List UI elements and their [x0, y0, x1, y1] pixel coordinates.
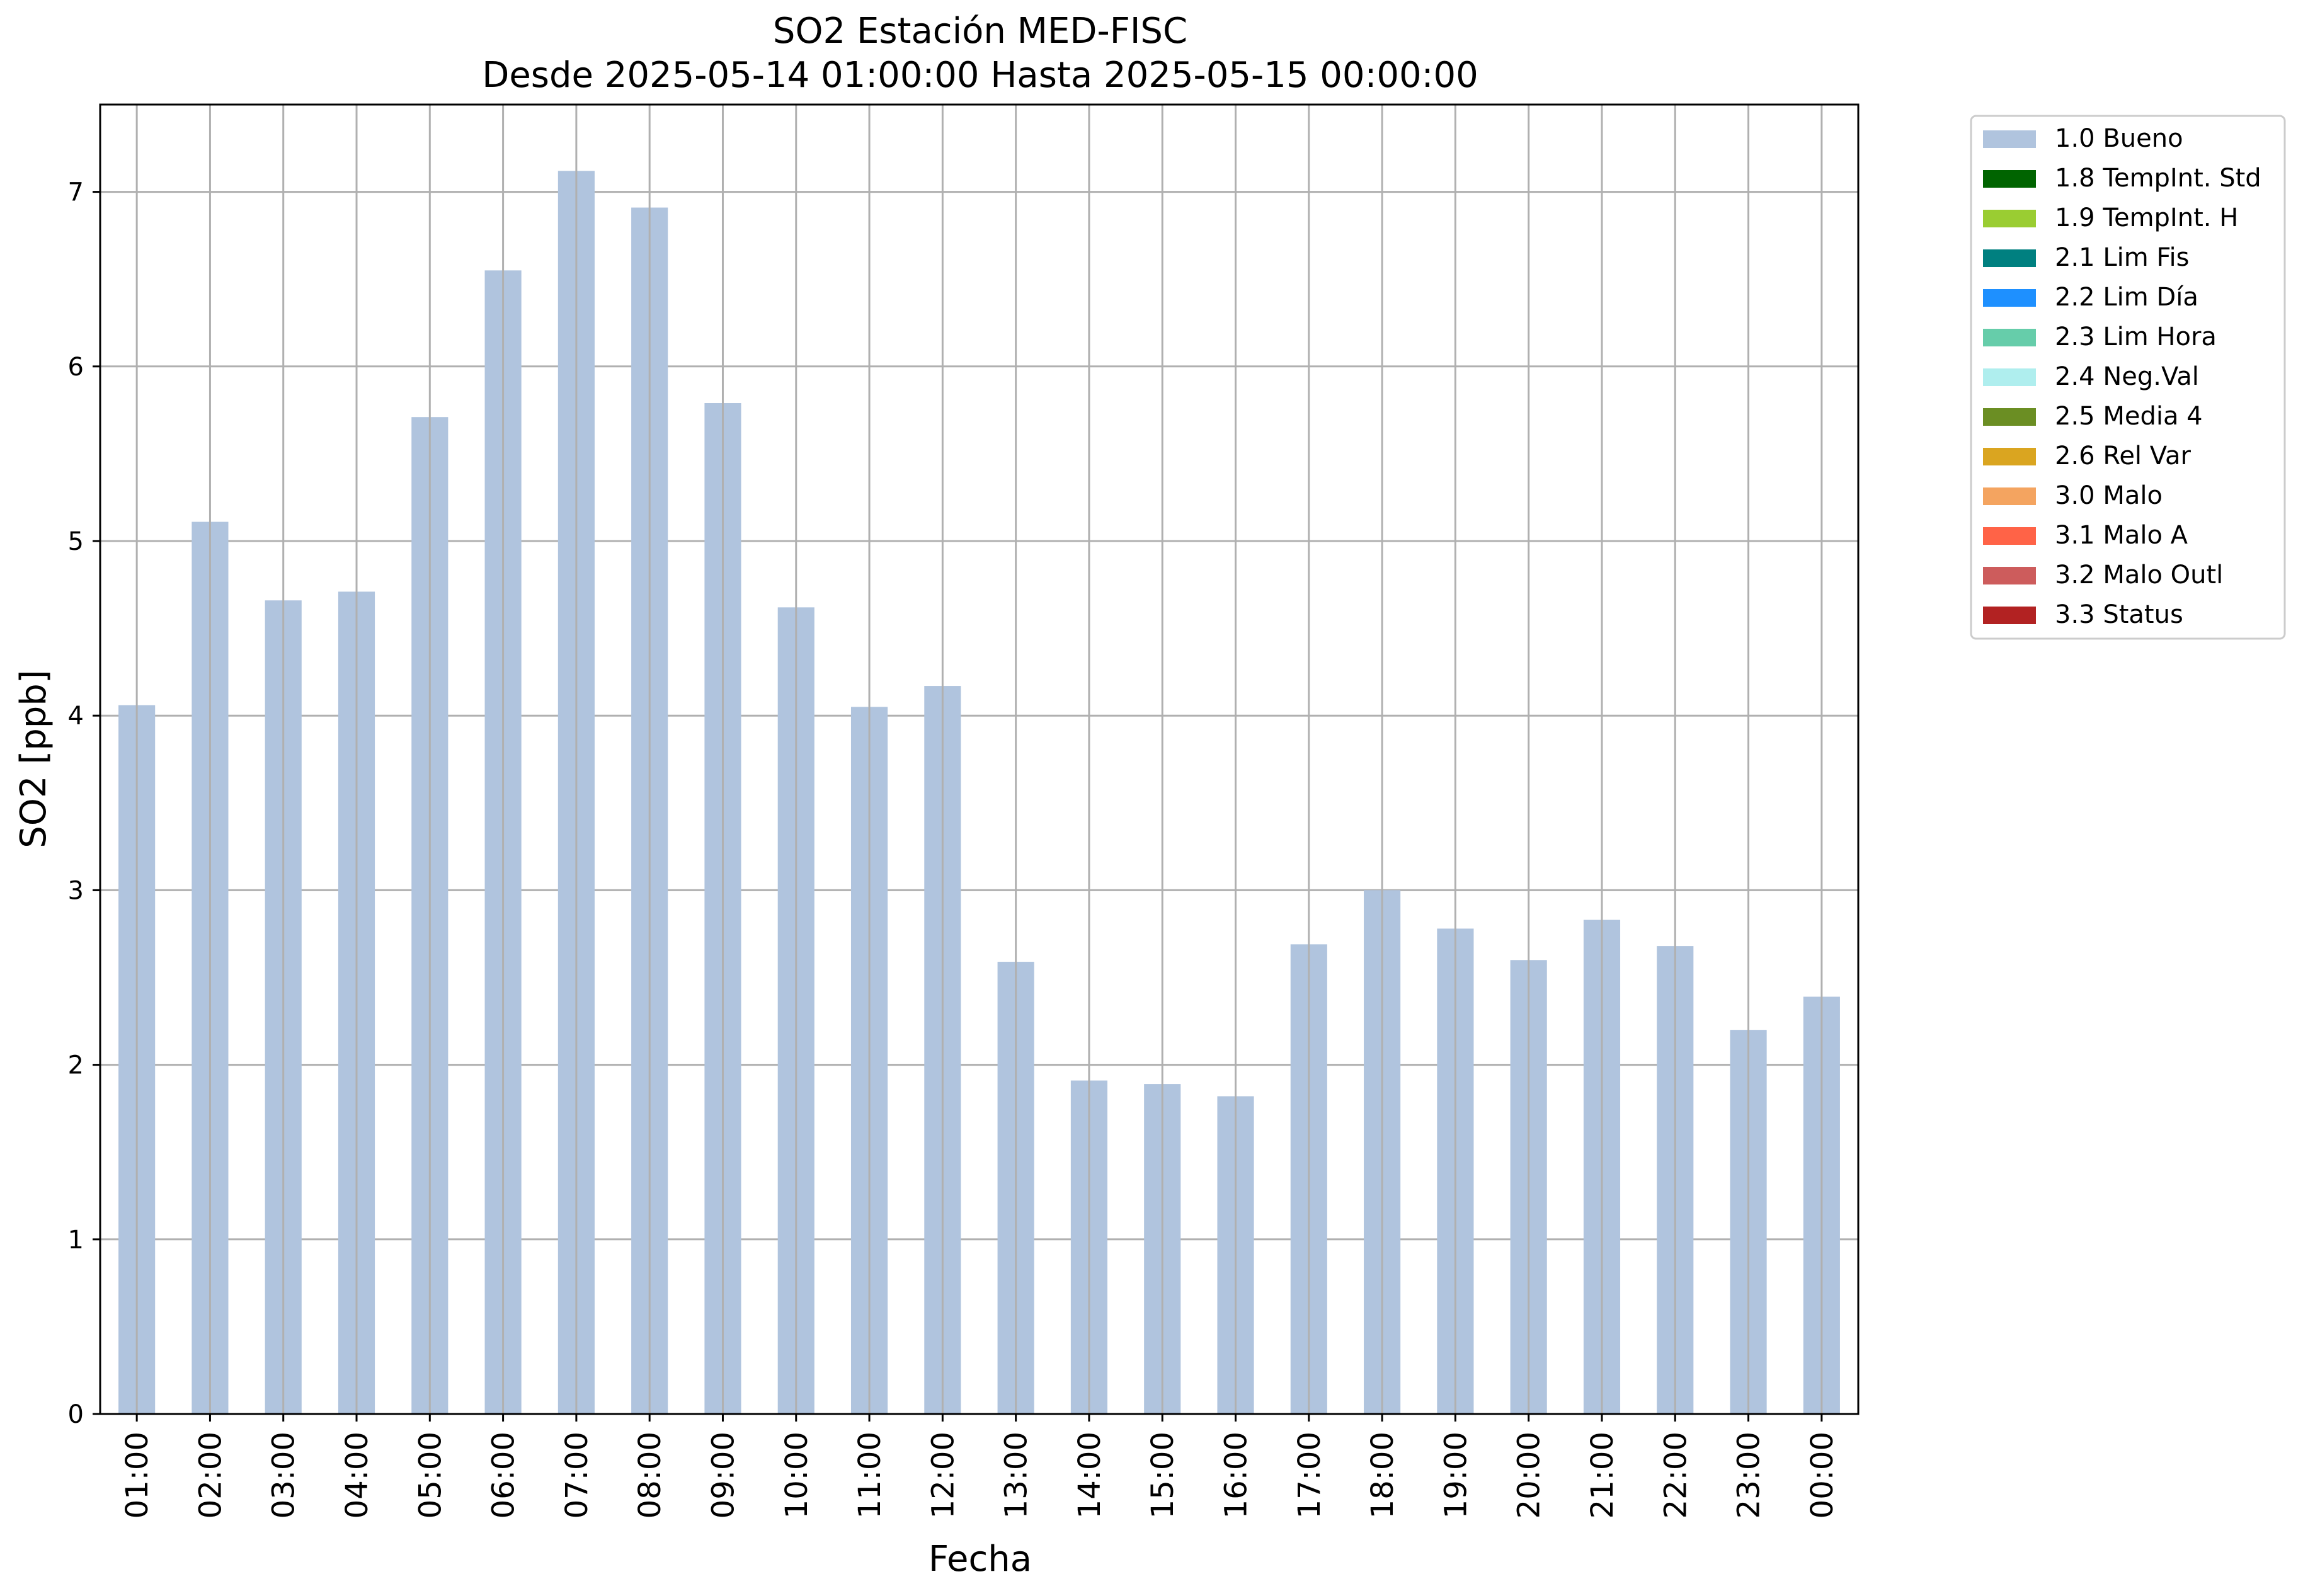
x-tick-label: 08:00	[632, 1432, 668, 1519]
legend-label: 1.9 TempInt. H	[2055, 203, 2238, 232]
legend-label: 2.3 Lim Hora	[2055, 322, 2217, 351]
legend-swatch	[1983, 408, 2036, 426]
legend-label: 3.0 Malo	[2055, 481, 2163, 510]
y-tick-label: 3	[68, 876, 84, 905]
legend-label: 2.5 Media 4	[2055, 402, 2203, 431]
legend-label: 2.4 Neg.Val	[2055, 362, 2199, 391]
x-tick-label: 21:00	[1585, 1432, 1620, 1519]
legend-swatch	[1983, 368, 2036, 386]
legend-label: 3.3 Status	[2055, 600, 2183, 629]
x-tick-label: 10:00	[779, 1432, 814, 1519]
x-tick-label: 19:00	[1438, 1432, 1473, 1519]
x-tick-label: 00:00	[1805, 1432, 1840, 1519]
x-tick-label: 02:00	[193, 1432, 228, 1519]
x-tick-label: 17:00	[1292, 1432, 1327, 1519]
x-tick-label: 16:00	[1219, 1432, 1254, 1519]
legend-label: 2.2 Lim Día	[2055, 283, 2198, 312]
chart-title-line1: SO2 Estación MED-FISC	[773, 11, 1187, 52]
y-tick-label: 1	[68, 1226, 84, 1255]
x-tick-label: 18:00	[1365, 1432, 1400, 1519]
y-tick-label: 2	[68, 1051, 84, 1080]
legend-label: 1.0 Bueno	[2055, 124, 2183, 153]
legend-swatch	[1983, 130, 2036, 148]
legend-label: 3.1 Malo A	[2055, 521, 2188, 550]
y-tick-label: 7	[68, 178, 84, 207]
legend-swatch	[1983, 329, 2036, 346]
x-tick-label: 20:00	[1512, 1432, 1547, 1519]
y-tick-label: 5	[68, 527, 84, 556]
x-tick-label: 01:00	[120, 1432, 155, 1519]
y-tick-label: 6	[68, 353, 84, 382]
bars	[118, 171, 1840, 1415]
legend: 1.0 Bueno 1.8 TempInt. Std 1.9 TempInt. H 2…	[1970, 115, 2286, 640]
plot-frame	[99, 103, 1860, 1415]
legend-label: 3.2 Malo Outl	[2055, 561, 2223, 590]
x-tick-label: 07:00	[559, 1432, 595, 1519]
chart-title-line2: Desde 2025-05-14 01:00:00 Hasta 2025-05-…	[482, 55, 1478, 96]
legend-swatch	[1983, 567, 2036, 584]
y-axis-ticks: 0 1 2 3 4 5 6 7	[68, 178, 100, 1429]
x-tick-label: 11:00	[852, 1432, 888, 1519]
x-tick-label: 14:00	[1072, 1432, 1107, 1519]
x-tick-label: 04:00	[340, 1432, 375, 1519]
legend-swatch	[1983, 249, 2036, 267]
legend-label: 2.1 Lim Fis	[2055, 243, 2189, 272]
x-tick-label: 09:00	[706, 1432, 741, 1519]
legend-label: 1.8 TempInt. Std	[2055, 164, 2261, 193]
x-axis-ticks: 01:00 02:00 03:00 04:00 05:00 06:00 07:00 08:00…	[120, 1414, 1840, 1519]
legend-swatch	[1983, 448, 2036, 465]
legend-swatch	[1983, 210, 2036, 227]
legend-box	[1970, 115, 2286, 640]
vertical-grid-lines	[135, 105, 1823, 1414]
y-tick-label: 0	[68, 1400, 84, 1429]
x-tick-label: 22:00	[1658, 1432, 1693, 1519]
legend-swatch	[1983, 527, 2036, 545]
legend-swatch	[1983, 170, 2036, 188]
x-tick-label: 13:00	[999, 1432, 1034, 1519]
x-tick-label: 12:00	[925, 1432, 961, 1519]
x-tick-label: 06:00	[486, 1432, 522, 1519]
x-axis-label: Fecha	[929, 1539, 1032, 1580]
legend-label: 2.6 Rel Var	[2055, 442, 2192, 470]
x-tick-label: 03:00	[266, 1432, 302, 1519]
x-tick-label: 15:00	[1145, 1432, 1180, 1519]
grid-lines	[100, 191, 1858, 1415]
y-tick-label: 4	[68, 702, 84, 731]
legend-swatch	[1983, 289, 2036, 307]
legend-swatch	[1983, 607, 2036, 624]
x-tick-label: 05:00	[413, 1432, 448, 1519]
y-axis-label: SO2 [ppb]	[13, 670, 54, 848]
x-tick-label: 23:00	[1732, 1432, 1767, 1519]
legend-swatch	[1983, 487, 2036, 505]
